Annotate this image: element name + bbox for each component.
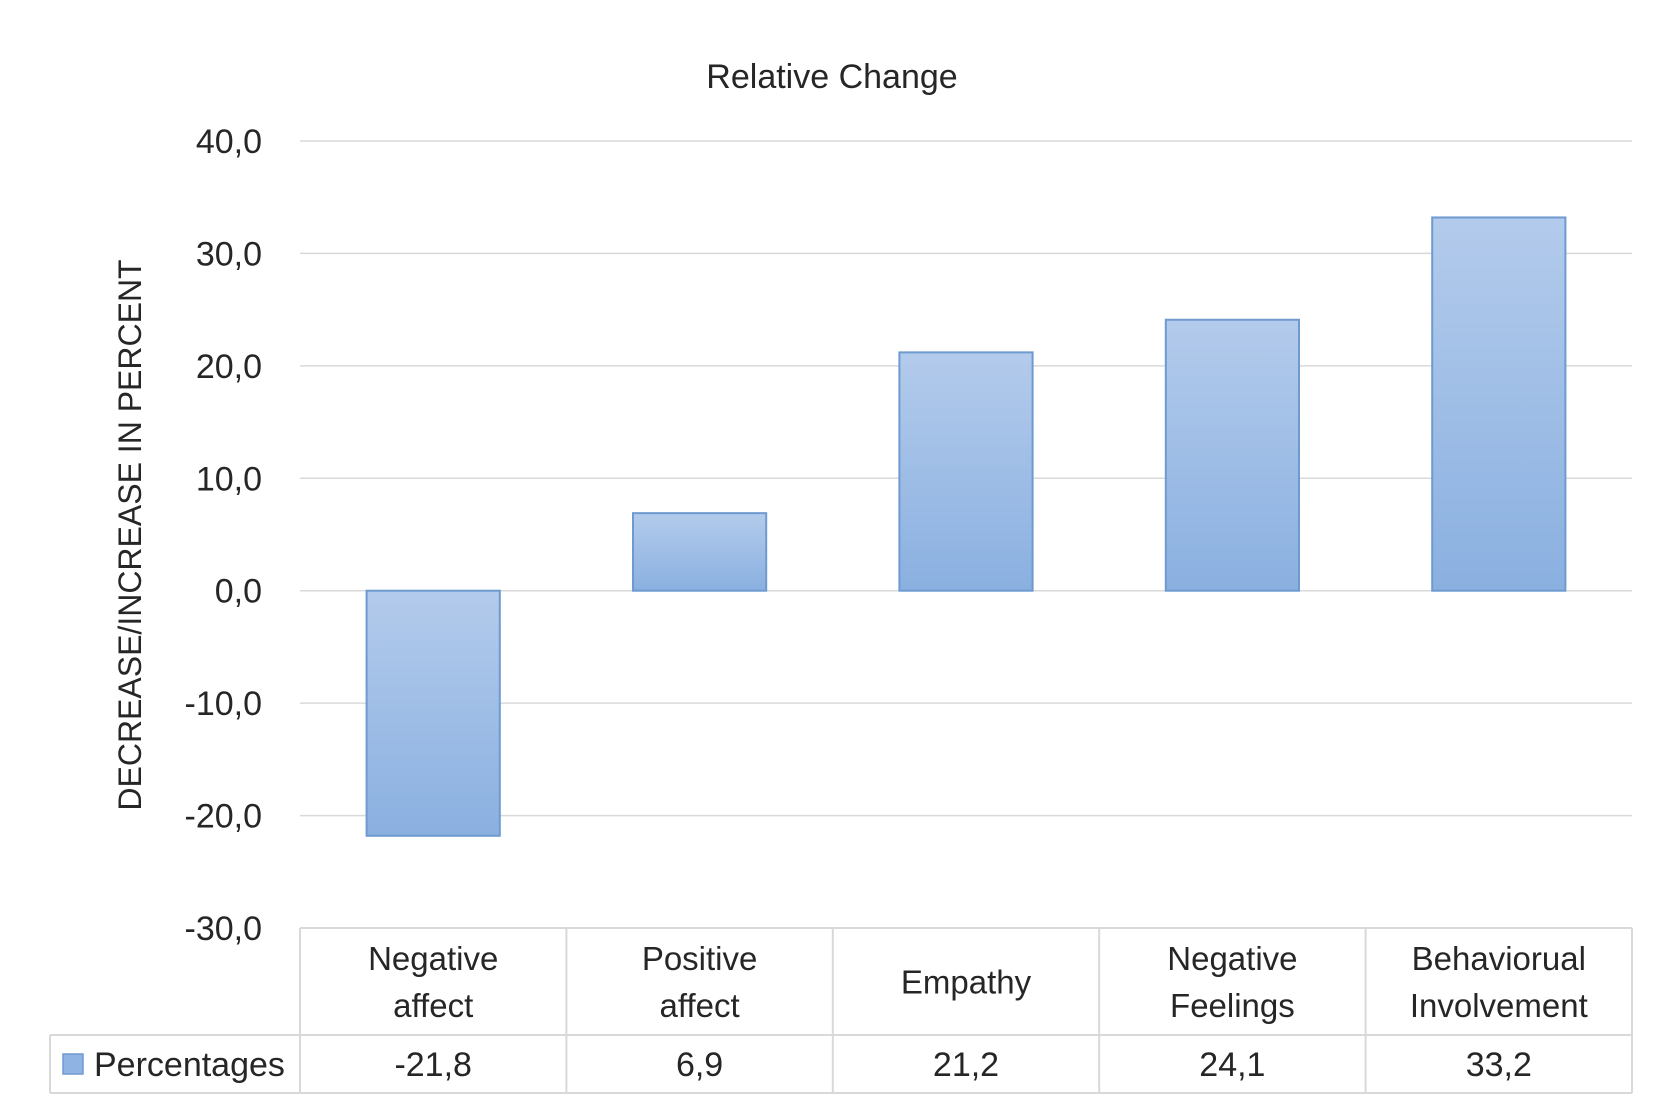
data-value-label: 6,9 — [676, 1046, 723, 1084]
bar — [1431, 216, 1567, 592]
x-category-label: Negative — [1167, 940, 1297, 977]
bar — [898, 351, 1034, 592]
y-tick-label: -20,0 — [185, 798, 263, 836]
y-tick-label: 20,0 — [196, 348, 262, 386]
data-value-label: 33,2 — [1466, 1046, 1532, 1084]
bar — [632, 512, 768, 592]
x-category-label: affect — [660, 987, 740, 1024]
bar — [1164, 318, 1301, 592]
chart-title: Relative Change — [706, 58, 957, 96]
x-category-label: Behaviorual — [1412, 940, 1586, 977]
data-value-label: 21,2 — [933, 1046, 999, 1084]
x-category-label: Negative — [368, 940, 498, 977]
x-category-label: Empathy — [901, 964, 1032, 1001]
y-tick-label: -30,0 — [185, 910, 263, 948]
legend-key — [62, 1053, 84, 1075]
y-axis-title: DECREASE/INCREASE IN PERCENT — [112, 259, 148, 810]
y-tick-label: 10,0 — [196, 460, 262, 498]
x-category-label: Involvement — [1410, 987, 1588, 1024]
y-tick-label: -10,0 — [185, 685, 263, 723]
y-tick-label: 30,0 — [196, 235, 262, 273]
y-tick-label: 40,0 — [196, 123, 262, 161]
x-category-label: affect — [393, 987, 473, 1024]
y-tick-label: 0,0 — [215, 573, 262, 611]
data-value-label: 24,1 — [1199, 1046, 1265, 1084]
legend-label: Percentages — [94, 1046, 285, 1084]
x-category-label: Positive — [642, 940, 758, 977]
data-value-label: -21,8 — [394, 1046, 472, 1084]
bar — [365, 589, 501, 837]
x-category-label: Feelings — [1170, 987, 1295, 1024]
